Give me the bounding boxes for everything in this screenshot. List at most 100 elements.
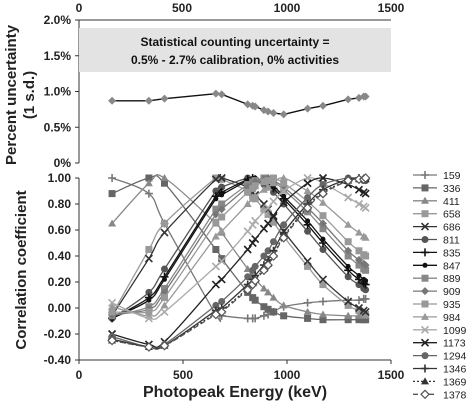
uncertainty-point (344, 95, 353, 104)
legend-marker (421, 312, 429, 320)
series-point-1378 (318, 188, 328, 199)
series-point-1173 (354, 185, 364, 194)
bottom-y-tick-label: -0.20 (44, 327, 72, 341)
series-point-159 (318, 297, 327, 306)
bottom-y-tick-label: 0.00 (48, 301, 72, 315)
legend-item-658: 658 (413, 209, 461, 221)
series-point-686 (264, 205, 273, 214)
series-point-935 (260, 178, 268, 186)
series-point-1173 (279, 198, 288, 207)
uncertainty-point (269, 108, 278, 117)
legend-marker (421, 287, 429, 296)
uncertainty-point (318, 101, 327, 110)
top-y-axis-label-line-1: Percent uncertainty (3, 24, 20, 165)
uncertainty-point (303, 104, 312, 113)
bottom-x-tick-label: 500 (173, 368, 193, 382)
uncertainty-point (279, 110, 288, 119)
series-point-909 (344, 246, 353, 255)
series-point-686 (318, 275, 328, 284)
legend-item-811: 811 (413, 235, 460, 247)
series-point-889 (355, 261, 363, 269)
series-point-984 (361, 233, 370, 241)
series-point-1294 (280, 221, 288, 229)
series-point-811 (344, 273, 352, 281)
series-point-658 (264, 210, 272, 218)
legend-label: 889 (443, 273, 461, 285)
series-point-658 (362, 311, 370, 318)
legend-label: 411 (443, 196, 460, 208)
series-point-658 (212, 174, 220, 182)
series-point-1099 (264, 203, 273, 212)
series-line-1378 (111, 177, 367, 350)
series-point-159 (361, 294, 370, 303)
series-point-935 (269, 174, 277, 182)
top-y-tick-label: 0.5% (44, 120, 72, 134)
bottom-x-tick-label: 1500 (378, 368, 405, 382)
series-point-1099 (108, 298, 117, 307)
series-point-336 (108, 190, 116, 198)
series-984 (108, 174, 370, 319)
top-x-tick-500: 500 (172, 1, 192, 15)
series-point-411 (279, 301, 288, 309)
legend-label: 811 (443, 235, 460, 247)
series-point-336 (251, 296, 259, 304)
top-x-tick-1000: 1000 (274, 1, 301, 15)
series-point-1099 (248, 220, 257, 229)
series-point-935 (108, 308, 116, 316)
series-point-984 (211, 232, 220, 240)
series-point-411 (264, 288, 273, 296)
annotation-line-1: Statistical counting uncertainty = (140, 35, 329, 49)
series-point-1294 (260, 252, 268, 260)
series-point-1099 (279, 186, 288, 196)
legend-marker (421, 236, 429, 243)
series-point-935 (344, 238, 352, 246)
series-point-411 (344, 311, 353, 319)
uncertainty-point (160, 94, 169, 103)
top-y-tick-label: 1.0% (44, 85, 72, 99)
legend-marker (420, 338, 430, 347)
series-point-159 (144, 189, 153, 198)
series-point-1099 (344, 193, 353, 202)
series-point-1294 (264, 247, 272, 255)
top-y-tick-label: 1.5% (44, 49, 72, 63)
series-point-984 (354, 228, 363, 236)
series-point-411 (160, 174, 169, 181)
series-point-811 (145, 288, 153, 296)
series-point-847 (219, 192, 225, 198)
series-point-935 (355, 247, 363, 255)
legend-label: 1173 (443, 338, 466, 350)
annotation-line-2: 0.5% - 2.7% calibration, 0% activities (131, 53, 339, 67)
top-x-tick-labels: 0 500 1000 1500 (76, 1, 405, 15)
series-point-1173 (251, 235, 260, 244)
series-point-909 (361, 261, 370, 270)
series-point-658 (344, 301, 352, 309)
series-point-159 (251, 314, 260, 323)
series-point-1378 (259, 265, 269, 276)
series-point-336 (145, 174, 153, 182)
legend-label: 1369 (443, 376, 467, 388)
series-point-411 (144, 179, 153, 187)
legend-item-686: 686 (413, 222, 461, 234)
uncertainty-line (112, 92, 366, 116)
legend-label: 847 (443, 260, 461, 272)
series-point-847 (356, 273, 362, 278)
legend-marker (421, 196, 429, 204)
series-point-686 (144, 254, 153, 263)
legend-item-336: 336 (413, 183, 461, 195)
series-point-658 (319, 281, 327, 289)
series-point-889 (218, 200, 226, 208)
uncertainty-point (251, 102, 260, 111)
series-point-1378 (268, 251, 279, 261)
legend-item-411: 411 (413, 196, 460, 208)
series-point-336 (218, 255, 226, 263)
series-point-984 (217, 227, 226, 235)
uncertainty-point (108, 96, 117, 105)
series-point-935 (218, 213, 226, 221)
top-y-axis-label-line-2: (1 s.d.) (21, 71, 38, 119)
bottom-panel: -0.40 -0.20 0.00 0.20 0.40 0.60 0.80 1.00 0 500 1… (13, 171, 405, 401)
legend: 1593364116586868118358478899099359841099… (413, 170, 467, 401)
series-point-411 (269, 293, 278, 301)
series-point-336 (269, 308, 277, 316)
series-point-909 (318, 219, 327, 228)
legend-label: 935 (443, 299, 461, 311)
